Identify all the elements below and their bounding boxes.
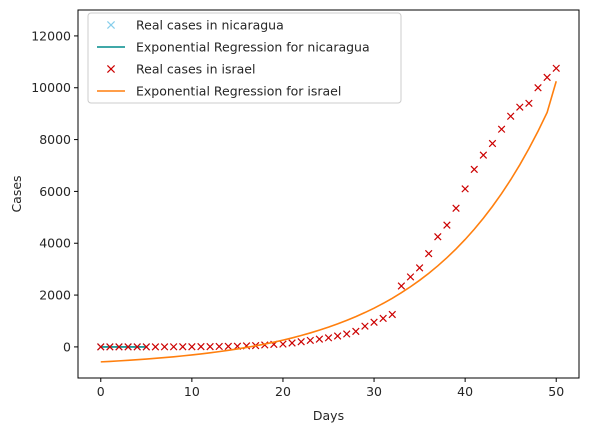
data-point xyxy=(142,343,151,351)
data-point xyxy=(169,343,178,351)
data-point xyxy=(306,336,315,345)
data-point xyxy=(479,151,488,159)
legend: Real cases in nicaragua Exponential Regre… xyxy=(87,12,402,104)
x-axis: 0 10 20 30 40 50 xyxy=(97,378,564,399)
x-tick-label: 30 xyxy=(366,384,382,399)
legend-label: Exponential Regression for israel xyxy=(136,84,341,99)
data-point xyxy=(315,335,324,343)
data-point xyxy=(160,343,169,351)
data-point xyxy=(415,264,424,272)
plot-marks xyxy=(97,64,560,363)
data-point xyxy=(388,310,396,319)
data-point xyxy=(133,343,141,351)
data-point xyxy=(543,73,551,82)
legend-item: Real cases in israel xyxy=(106,62,255,77)
y-tick-label: 0 xyxy=(63,339,71,354)
y-axis-label: Cases xyxy=(9,175,24,212)
x-axis-label: Days xyxy=(313,408,344,423)
data-point xyxy=(224,342,233,351)
data-point xyxy=(206,342,214,351)
data-point xyxy=(434,233,442,241)
legend-swatch xyxy=(106,20,116,30)
legend-swatch xyxy=(106,64,116,74)
data-point xyxy=(443,221,451,229)
data-point xyxy=(279,340,287,348)
series-line-3 xyxy=(100,81,557,363)
data-point xyxy=(525,99,533,108)
legend-item: Real cases in nicaragua xyxy=(106,18,284,33)
y-tick-label: 10000 xyxy=(31,80,71,95)
data-point xyxy=(261,341,269,349)
data-point xyxy=(506,112,515,120)
legend-label: Real cases in nicaragua xyxy=(136,18,284,33)
legend-label: Exponential Regression for nicaragua xyxy=(136,40,370,55)
data-point xyxy=(424,249,433,258)
x-tick-label: 40 xyxy=(457,384,473,399)
data-point xyxy=(333,332,342,340)
data-point xyxy=(461,185,469,193)
data-point xyxy=(97,343,105,351)
y-tick-label: 4000 xyxy=(39,236,71,251)
legend-item: Exponential Regression for israel xyxy=(97,84,341,99)
data-point xyxy=(151,343,160,351)
data-point xyxy=(297,337,305,346)
data-point xyxy=(215,342,223,351)
y-tick-label: 8000 xyxy=(39,132,71,147)
y-tick-label: 12000 xyxy=(31,28,71,43)
data-point xyxy=(379,314,387,323)
x-tick-label: 50 xyxy=(548,384,564,399)
data-point xyxy=(452,204,460,212)
data-point xyxy=(370,318,378,327)
legend-item: Exponential Regression for nicaragua xyxy=(97,40,370,55)
y-tick-label: 6000 xyxy=(39,184,71,199)
data-point xyxy=(179,343,187,351)
data-point xyxy=(516,103,524,111)
data-point xyxy=(406,273,415,281)
data-point xyxy=(352,327,360,336)
plot-frame xyxy=(77,9,580,379)
data-point xyxy=(361,322,369,330)
data-point xyxy=(470,165,478,174)
data-point xyxy=(397,282,406,290)
data-point xyxy=(534,84,542,92)
x-tick-label: 10 xyxy=(184,384,200,399)
legend-label: Real cases in israel xyxy=(136,62,255,77)
legend-box xyxy=(87,12,402,104)
data-point xyxy=(552,64,560,73)
data-point xyxy=(342,330,351,338)
x-tick-label: 0 xyxy=(97,384,105,399)
x-tick-label: 20 xyxy=(275,384,291,399)
data-point xyxy=(488,139,497,148)
legend-items: Real cases in nicaragua Exponential Regre… xyxy=(97,18,370,99)
data-point xyxy=(497,125,506,133)
data-point xyxy=(324,334,333,342)
data-point xyxy=(115,343,123,351)
data-point xyxy=(188,342,196,351)
data-point xyxy=(197,342,205,351)
y-axis: 0 2000 4000 6000 8000 10000 12000 xyxy=(31,28,78,354)
data-point xyxy=(124,343,132,351)
y-tick-label: 2000 xyxy=(39,288,71,303)
data-point xyxy=(288,339,296,347)
data-point xyxy=(106,343,114,351)
